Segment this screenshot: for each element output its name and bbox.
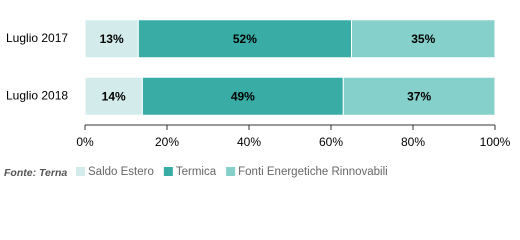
- bar-segment: [141, 76, 344, 116]
- value-label: 35%: [411, 32, 435, 46]
- x-tick-label: 40%: [237, 135, 261, 149]
- category-label: Luglio 2018: [6, 88, 68, 102]
- category-label: Luglio 2017: [6, 31, 68, 45]
- x-tick-label: 80%: [401, 135, 425, 149]
- value-label: 13%: [100, 32, 124, 46]
- legend-swatch: [163, 167, 173, 176]
- bar-segment: [84, 19, 139, 59]
- x-tick-label: 100%: [480, 135, 511, 149]
- legend-label: Saldo Estero: [88, 166, 154, 178]
- bar-segment: [342, 76, 496, 116]
- x-tick-label: 20%: [155, 135, 179, 149]
- bar-segment: [84, 76, 143, 116]
- legend-label: Termica: [176, 166, 217, 178]
- x-tick-label: 60%: [319, 135, 343, 149]
- x-tick-label: 0%: [76, 135, 94, 149]
- source: Fonte: Terna: [4, 167, 67, 179]
- chart: Fonte: Terna 0% 20% 40% 60% 80% 100% Luglio 20…: [4, 19, 511, 179]
- bar-segment: [137, 19, 352, 59]
- value-label: 14%: [102, 89, 126, 103]
- legend-label: Fonti Energetiche Rinnovabili: [238, 166, 388, 178]
- value-label: 52%: [233, 32, 257, 46]
- value-label: 49%: [231, 89, 255, 103]
- legend-swatch: [226, 167, 236, 176]
- legend-swatch: [76, 167, 85, 176]
- bar-segment: [351, 19, 496, 59]
- value-label: 37%: [407, 89, 431, 103]
